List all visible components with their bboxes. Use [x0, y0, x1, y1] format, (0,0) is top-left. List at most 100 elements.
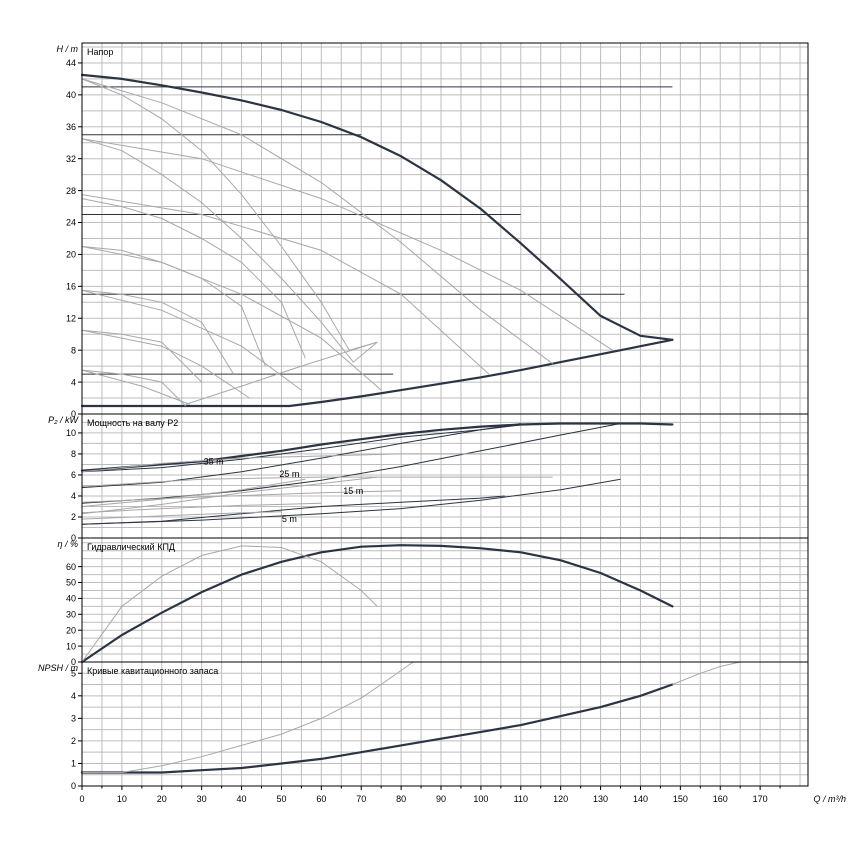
- x-axis-label: Q / m³/h: [813, 794, 846, 804]
- x-tick-label: 60: [316, 794, 326, 804]
- series-line-1-2: [81, 423, 521, 489]
- series-line-3-0: [80, 683, 674, 774]
- curve-annotation: 35 m: [204, 456, 224, 466]
- y-tick-label: 20: [66, 625, 76, 635]
- series-line-0-7: [81, 78, 378, 351]
- y-tick-label: 24: [66, 218, 76, 228]
- x-tick-label: 100: [473, 794, 488, 804]
- series-line-2-0: [80, 544, 674, 664]
- y-tick-label: 20: [66, 250, 76, 260]
- y-tick-label: 6: [71, 470, 76, 480]
- series-line-0-18: [81, 329, 250, 399]
- y-axis-label: H / m: [57, 44, 79, 54]
- y-tick-label: 2: [71, 512, 76, 522]
- series-line-0-19: [81, 369, 187, 407]
- y-tick-label: 40: [66, 594, 76, 604]
- series-line-0-12: [81, 194, 490, 375]
- y-tick-label: 40: [66, 90, 76, 100]
- y-tick-label: 12: [66, 313, 76, 323]
- series-line-3-1: [672, 661, 741, 685]
- y-tick-label: 44: [66, 58, 76, 68]
- panel-frame: [81, 42, 809, 415]
- y-tick-label: 0: [71, 781, 76, 791]
- x-tick-label: 50: [276, 794, 286, 804]
- panel-title: Мощность на валу P2: [87, 418, 178, 428]
- series-line-1-0: [80, 422, 674, 472]
- y-tick-label: 8: [71, 345, 76, 355]
- series-line-0-14: [81, 246, 382, 391]
- y-tick-label: 8: [71, 449, 76, 459]
- series-line-2-1: [81, 545, 378, 663]
- y-axis-label: NPSH / m: [38, 663, 79, 673]
- series-line-0-8: [81, 78, 553, 365]
- series-line-0-17: [81, 329, 203, 383]
- y-tick-label: 1: [71, 759, 76, 769]
- y-tick-label: 16: [66, 282, 76, 292]
- panel-title: Гидравлический КПД: [87, 542, 175, 552]
- x-tick-label: 110: [514, 794, 528, 804]
- y-tick-label: 0: [71, 657, 76, 667]
- y-tick-label: 0: [71, 409, 76, 419]
- series-line-1-12: [81, 476, 378, 515]
- x-tick-label: 40: [237, 794, 247, 804]
- series-line-0-0: [80, 73, 674, 341]
- series-line-1-6: [81, 453, 601, 473]
- y-tick-label: 36: [66, 122, 76, 132]
- series-line-0-16: [81, 289, 302, 391]
- series-line-1-5: [81, 478, 621, 525]
- x-tick-label: 0: [79, 794, 84, 804]
- y-axis-label: P₂ / kW: [48, 415, 79, 425]
- series-line-1-9: [81, 502, 322, 514]
- series-line-0-21: [185, 341, 378, 405]
- x-tick-label: 30: [197, 794, 207, 804]
- series-line-1-8: [81, 490, 402, 503]
- curve-annotation: 15 m: [343, 486, 363, 496]
- y-tick-label: 2: [71, 736, 76, 746]
- y-tick-label: 60: [66, 562, 76, 572]
- x-tick-label: 70: [356, 794, 366, 804]
- series-line-0-15: [81, 289, 235, 375]
- panel-title: Напор: [87, 47, 113, 57]
- panel-frame: [81, 661, 809, 787]
- series-line-1-11: [81, 478, 306, 507]
- series-line-1-7: [81, 476, 553, 487]
- series-line-0-10: [81, 138, 613, 351]
- panel-title: Кривые кавитационного запаса: [87, 666, 218, 676]
- series-line-0-9: [81, 138, 378, 363]
- x-tick-label: 90: [436, 794, 446, 804]
- y-tick-label: 5: [71, 668, 76, 678]
- y-tick-label: 50: [66, 578, 76, 588]
- y-tick-label: 28: [66, 186, 76, 196]
- y-tick-label: 32: [66, 154, 76, 164]
- x-tick-label: 80: [396, 794, 406, 804]
- y-tick-label: 4: [71, 491, 76, 501]
- x-tick-label: 160: [713, 794, 728, 804]
- series-line-0-11: [81, 198, 306, 359]
- y-tick-label: 3: [71, 714, 76, 724]
- y-tick-label: 4: [71, 691, 76, 701]
- series-line-3-2: [82, 661, 414, 773]
- x-tick-label: 10: [117, 794, 127, 804]
- series-line-0-1: [80, 338, 674, 408]
- series-line-1-10: [81, 511, 282, 520]
- curve-annotation: 25 m: [279, 469, 299, 479]
- x-tick-label: 130: [593, 794, 608, 804]
- curve-annotation: 5 m: [282, 514, 297, 524]
- panel-frame: [81, 537, 809, 663]
- y-tick-label: 0: [71, 533, 76, 543]
- series-line-0-20: [81, 369, 190, 405]
- y-tick-label: 4: [71, 377, 76, 387]
- x-tick-label: 120: [553, 794, 568, 804]
- x-tick-label: 150: [673, 794, 688, 804]
- x-tick-label: 20: [157, 794, 167, 804]
- y-tick-label: 30: [66, 610, 76, 620]
- y-axis-label: η / %: [57, 539, 78, 549]
- series-line-1-3: [81, 423, 621, 504]
- y-tick-label: 10: [66, 428, 76, 438]
- x-tick-label: 140: [633, 794, 648, 804]
- series-line-0-13: [81, 246, 266, 367]
- x-tick-label: 170: [753, 794, 768, 804]
- y-tick-label: 10: [66, 641, 76, 651]
